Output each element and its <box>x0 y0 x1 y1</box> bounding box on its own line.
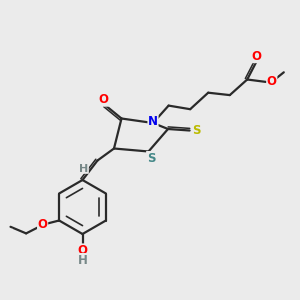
Text: S: S <box>147 152 155 165</box>
Text: O: O <box>98 93 109 106</box>
Text: ethoxy: ethoxy <box>9 227 14 229</box>
Text: N: N <box>148 115 158 128</box>
Text: H: H <box>78 254 87 267</box>
Text: O: O <box>267 75 277 88</box>
Text: H: H <box>80 164 88 174</box>
Text: O: O <box>251 50 261 63</box>
Text: O: O <box>77 244 88 257</box>
Text: S: S <box>192 124 200 137</box>
Text: O: O <box>38 218 48 232</box>
